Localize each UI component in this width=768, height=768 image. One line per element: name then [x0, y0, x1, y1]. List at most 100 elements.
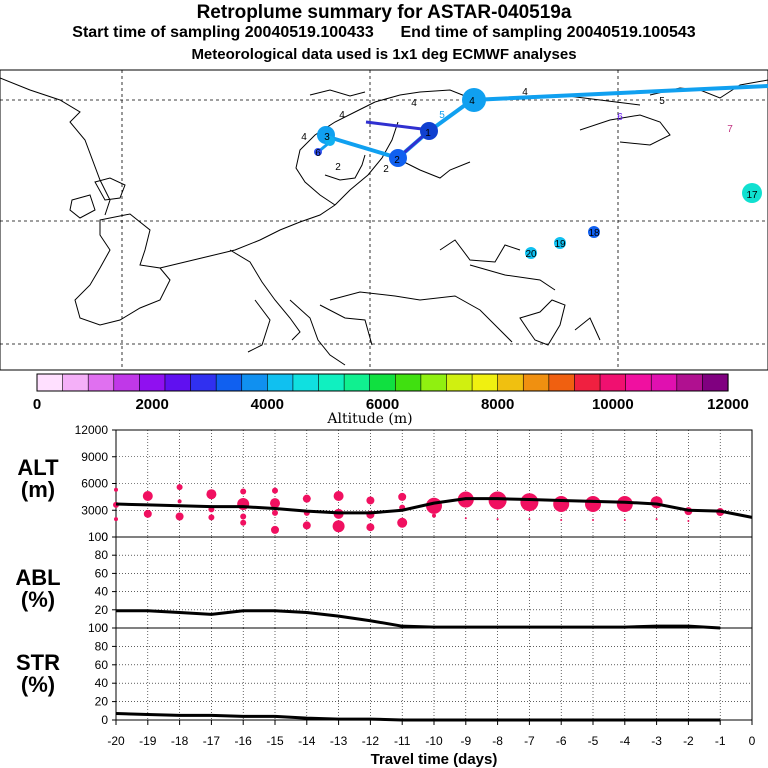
map-cluster-label: 5: [439, 110, 445, 121]
map-day-label: 2: [383, 164, 389, 175]
colorbar-tick-label: 10000: [592, 396, 634, 413]
colorbar-swatch: [241, 373, 268, 392]
colorbar-tick-label: 0: [33, 396, 41, 413]
colorbar-swatch: [676, 373, 704, 392]
coastline: [247, 299, 271, 353]
alt-scatter-point: [175, 512, 184, 521]
colorbar-swatch: [420, 373, 448, 392]
map-day-label: 4: [522, 87, 528, 98]
panel-unit-str: (%): [21, 672, 55, 697]
alt-scatter-point: [553, 496, 570, 513]
x-tick-label: 0: [749, 734, 756, 748]
y-tick-label: 12000: [75, 423, 109, 437]
colorbar-swatch: [267, 373, 294, 392]
colorbar-swatch: [702, 373, 729, 392]
y-tick-label: 9000: [81, 450, 108, 464]
map-cluster-label: 17: [746, 190, 758, 201]
alt-scatter-point: [270, 498, 280, 509]
map-cluster-marker: [325, 136, 335, 146]
coastline: [295, 101, 376, 206]
y-tick-label: 0: [101, 530, 108, 544]
alt-scatter-point: [496, 518, 499, 521]
alt-scatter-point: [623, 519, 626, 522]
map-cluster-marker: [554, 237, 566, 249]
colorbar-swatch: [164, 373, 192, 392]
panel-unit-abl: (%): [21, 587, 55, 612]
y-tick-label: 60: [95, 566, 109, 580]
map-day-label: 5: [659, 96, 665, 107]
alt-scatter-point: [143, 509, 152, 518]
alt-scatter-point: [332, 520, 345, 533]
map-cluster-label: 18: [588, 228, 600, 239]
series-line-abl: [116, 609, 721, 630]
alt-scatter-point: [520, 493, 539, 512]
map-cluster-marker: [742, 183, 762, 203]
y-tick-label: 80: [95, 548, 109, 562]
coastline: [439, 239, 521, 263]
map-cluster-label: 4: [469, 96, 475, 107]
series-line-alt: [115, 497, 753, 519]
alt-scatter-point: [432, 513, 436, 518]
alt-scatter-point: [560, 519, 563, 522]
x-tick-label: -3: [651, 734, 662, 748]
map-day-label: 4: [301, 132, 307, 143]
sampling-times: Start time of sampling 20040519.100433 E…: [72, 24, 696, 41]
y-tick-label: 20: [95, 695, 109, 709]
coastline: [329, 291, 513, 343]
series-line-str: [115, 712, 721, 722]
map-day-label: 4: [339, 110, 345, 121]
coastline: [469, 264, 556, 291]
coastline: [319, 304, 373, 346]
alt-scatter-point: [333, 490, 344, 501]
x-tick-label: -6: [556, 734, 567, 748]
x-tick-label: -20: [107, 734, 125, 748]
colorbar-swatch: [139, 373, 166, 392]
colorbar-swatch: [87, 373, 115, 392]
y-tick-label: 80: [95, 639, 109, 653]
coastline: [229, 249, 301, 341]
map-cluster-marker: [462, 88, 486, 112]
alt-scatter-point: [272, 487, 278, 494]
colorbar-swatch: [394, 373, 422, 392]
map-day-label: 2: [335, 162, 341, 173]
x-tick-label: -16: [235, 734, 253, 748]
coastline: [574, 317, 601, 341]
alt-scatter-point: [366, 523, 375, 532]
map-cluster-label: 20: [525, 249, 537, 260]
alt-scatter-point: [302, 494, 311, 503]
colorbar-swatch: [113, 373, 140, 392]
alt-scatter-point: [655, 518, 658, 521]
coastline: [324, 154, 366, 181]
coastline: [159, 204, 336, 269]
x-tick-label: -15: [266, 734, 284, 748]
y-tick-label: 20: [95, 603, 109, 617]
x-tick-label: -10: [425, 734, 443, 748]
alt-scatter-point: [302, 521, 311, 530]
alt-scatter-point: [240, 488, 247, 495]
panel-unit-alt: (m): [21, 477, 55, 502]
map-cluster-label: 3: [324, 132, 330, 143]
colorbar-swatch: [548, 373, 576, 392]
x-tick-label: -17: [203, 734, 221, 748]
y-tick-label: 0: [101, 713, 108, 727]
x-tick-label: -8: [492, 734, 503, 748]
map-cluster-label: 7: [727, 124, 733, 135]
coastline: [94, 177, 126, 201]
alt-scatter-point: [271, 525, 279, 534]
alt-scatter-point: [208, 514, 215, 521]
map-cluster-label: 1: [425, 128, 431, 139]
coastline: [334, 121, 399, 206]
map-cluster-marker: [389, 149, 407, 167]
alt-scatter-point: [650, 496, 663, 509]
x-tick-label: -9: [460, 734, 471, 748]
y-tick-label: 100: [88, 621, 108, 635]
colorbar-swatch: [369, 373, 396, 392]
x-tick-label: -19: [139, 734, 157, 748]
map-cluster-label: 2: [394, 155, 400, 166]
coastline: [0, 77, 111, 216]
x-tick-label: -1: [715, 734, 726, 748]
colorbar-swatch: [497, 373, 524, 392]
alt-scatter-point: [240, 519, 247, 526]
alt-scatter-point: [142, 490, 153, 501]
